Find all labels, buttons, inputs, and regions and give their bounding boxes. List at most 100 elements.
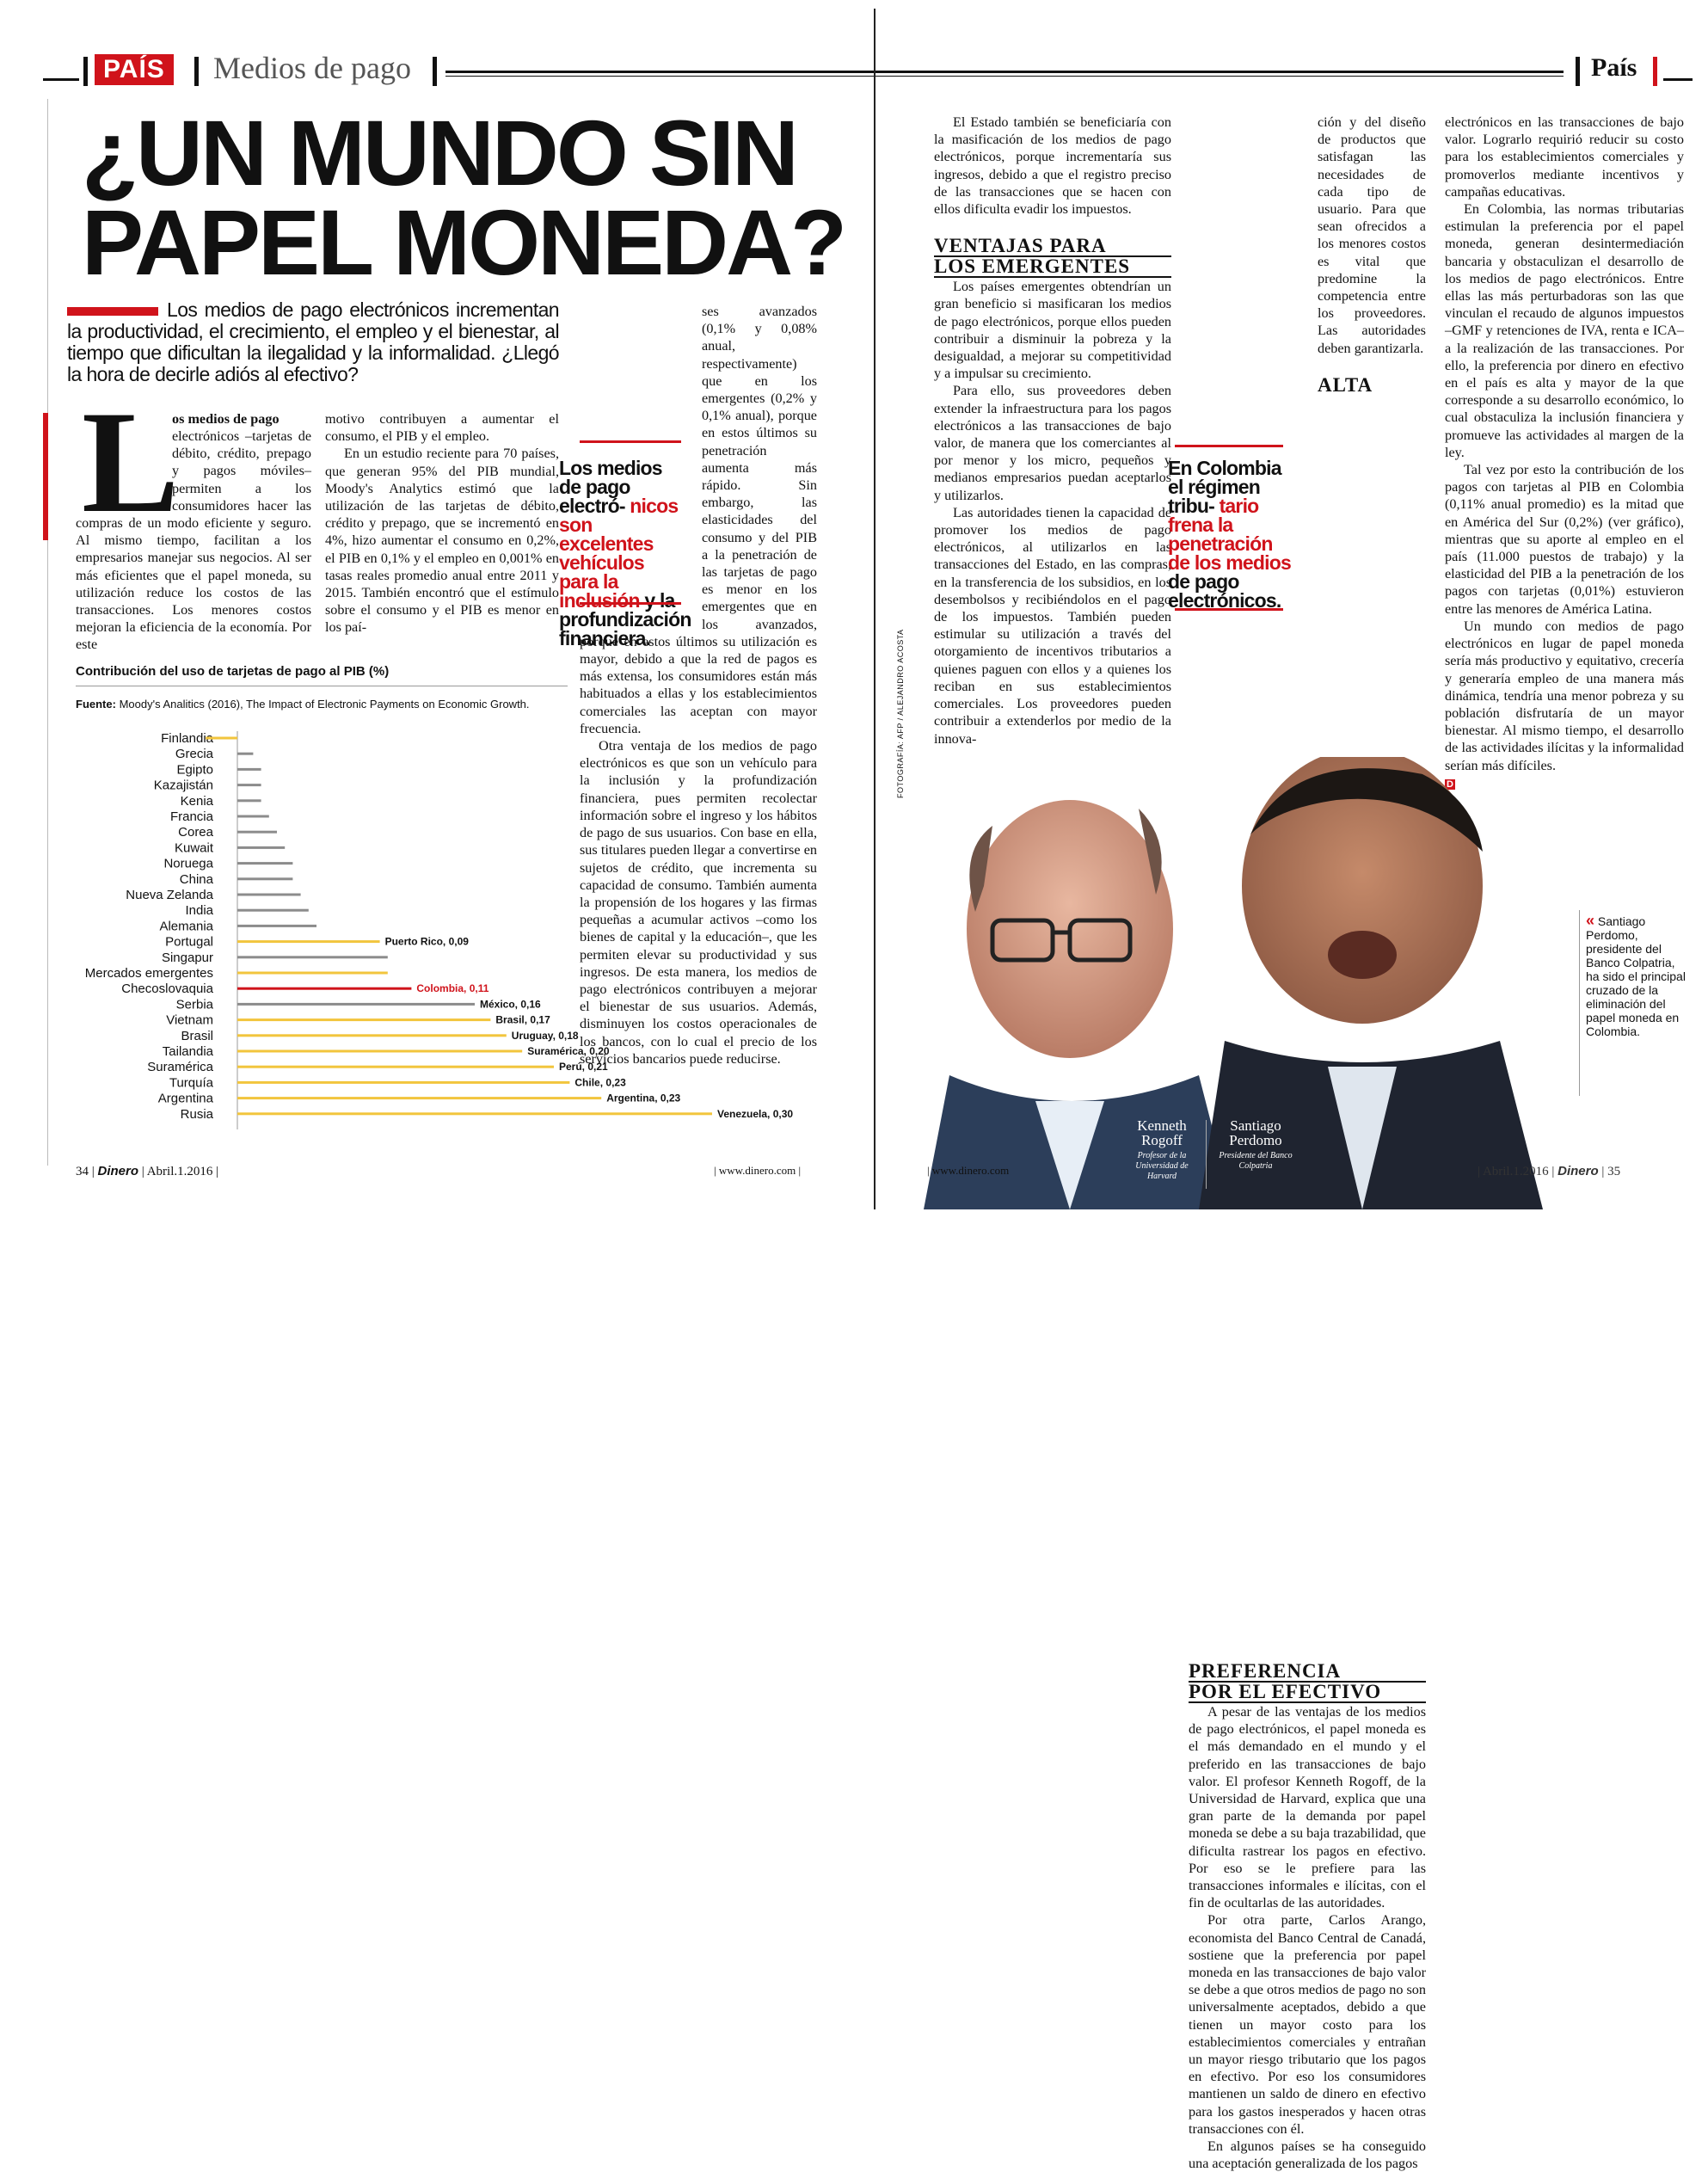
header-rule-end [1663,78,1693,81]
header-tick [1576,57,1580,86]
photo-kenneth-rogoff [924,748,1440,1209]
folio-date: Abril.1.2016 [1482,1165,1549,1178]
caption-rule [1579,910,1580,1096]
column-3: electrónicos en las transacciones de baj… [1445,114,1684,793]
col3-paragraph-2: Otra ventaja de los medios de pago elect… [580,738,817,1067]
category-label: Suramérica [147,1060,213,1074]
photo-credit: FOTOGRAFÍA: AFP / ALEJANDRO ACOSTA [896,629,905,798]
data-label: Perú, 0,21 [559,1061,608,1073]
chart-title: Contribución del uso de tarjetas de pago… [76,664,390,679]
page-edge-line [47,99,48,1166]
chart-source: Fuente: Moody's Analitics (2016), The Im… [76,698,530,711]
bar [237,815,269,818]
col1-paragraph-1: El Estado también se beneficiaría con la… [934,114,1171,218]
drop-cap-red-bar [43,413,48,540]
folio-right: | Abril.1.2016 | Dinero | 35 [1478,1164,1621,1178]
data-label: Brasil, 0,17 [495,1014,550,1026]
header-tick [433,57,437,86]
bar [237,1097,602,1100]
bar [237,908,309,912]
bar [237,1049,523,1053]
bar [237,1065,554,1068]
deck: Los medios de pago electrónicos incremen… [67,298,560,385]
category-label: Mercados emergentes [85,966,213,981]
folio-url: | www.dinero.com | [714,1164,802,1177]
data-label: Uruguay, 0,18 [512,1030,579,1042]
pullquote: Los medios de pago electró- nicos son ex… [559,457,691,649]
bar [237,799,261,803]
right-page: País El Estado también se beneficiaría c… [876,0,1708,2171]
data-label: Colombia, 0,11 [416,982,488,994]
left-page: PAÍS Medios de pago ¿UN MUNDO SIN PAPEL … [0,0,876,1209]
category-label: Brasil [181,1029,213,1043]
headline-line-1: ¿UN MUNDO SIN [82,101,799,205]
category-label: Serbia [176,997,214,1012]
col1-text: electrónicos –tarjetas de débito, crédit… [76,428,311,653]
category-label: Kenia [181,794,214,809]
header-rule-right [445,71,876,73]
bar [237,752,254,755]
folio-left: 34 | Dinero | Abril.1.2016 | [76,1164,219,1178]
category-label: Checoslovaquia [121,981,213,996]
bar [237,940,380,944]
section-topic: Medios de pago [213,51,411,85]
deck-red-rule [67,307,158,316]
col2-paragraph-1: motivo contribuyen a aumentar el consumo… [325,411,559,445]
pullquote-rule-top [1175,445,1283,447]
data-label: Argentina, 0,23 [606,1092,680,1104]
label-kenneth-rogoff: Kenneth Rogoff Profesor de la Universida… [1135,1117,1189,1181]
bar [237,1034,507,1037]
bar [237,767,261,771]
subhead-ventajas: VENTAJAS PARA LOS EMERGENTES [934,236,1171,279]
photo-caption: « Santiago Perdomo, presidente del Banco… [1586,912,1686,1038]
bar [237,1080,570,1084]
column-2: motivo contribuyen a aumentar el consumo… [325,410,559,637]
col3-paragraph-1: electrónicos en las transacciones de baj… [1445,114,1684,200]
category-label: Turquía [169,1075,214,1090]
folio-magazine: Dinero [97,1164,139,1178]
category-label: Kuwait [175,840,214,855]
data-label: México, 0,16 [480,998,541,1010]
bar [237,987,412,990]
section-label: País [1591,53,1637,82]
category-label: India [185,903,213,918]
data-label: Suramérica, 0,20 [527,1045,610,1057]
col1-paragraph-2: Los países emergentes obtendrían un gran… [934,279,1171,382]
category-label: Portugal [165,935,213,950]
category-label: Rusia [181,1107,214,1122]
portrait-rogoff [924,800,1233,1209]
data-label: Venezuela, 0,30 [717,1108,793,1120]
folio-url: | www.dinero.com [927,1164,1010,1177]
bar [237,830,277,834]
headline: ¿UN MUNDO SIN PAPEL MONEDA? [82,101,847,294]
col3-paragraph-4: Un mundo con medios de pago electrónicos… [1445,618,1684,773]
header-tick [194,57,199,86]
bar [237,877,293,881]
col2-paragraph-1: ción y del diseño de productos que satis… [1318,114,1426,356]
photo-santiago-perdomo [1164,757,1708,1209]
pullquote-rule-top [580,440,681,443]
portrait-perdomo [1199,757,1543,1209]
bar [237,784,261,787]
col1-paragraph-3: Para ello, sus proveedores deben extende… [934,383,1171,503]
end-mark: D [1445,778,1455,790]
drop-cap: L [82,381,180,543]
bar [237,846,286,849]
pullquote: En Colombia el régimen tribu- tario fren… [1168,457,1292,612]
category-label: Grecia [175,747,214,761]
folio-page-number: 34 [76,1165,89,1178]
column-1: electrónicos –tarjetas de débito, crédit… [76,410,311,654]
section-label: PAÍS [95,54,174,85]
category-label: Singapur [162,951,213,965]
col2-paragraph-2: En un estudio reciente para 70 países, q… [325,446,559,636]
category-label: Vietnam [166,1013,213,1028]
folio-date: Abril.1.2016 [146,1165,213,1178]
col3-paragraph-3: Tal vez por esto la contribución de los … [1445,462,1684,617]
col2-paragraph-4: En algunos países se ha conseguido una a… [1189,2138,1426,2172]
header-tick [83,57,88,86]
col1-top: os medios de pago [172,410,311,428]
headline-line-2: PAPEL MONEDA? [82,190,847,294]
category-label: Kazajistán [154,778,213,793]
category-label: Nueva Zelanda [126,888,213,902]
category-label: China [180,872,214,887]
